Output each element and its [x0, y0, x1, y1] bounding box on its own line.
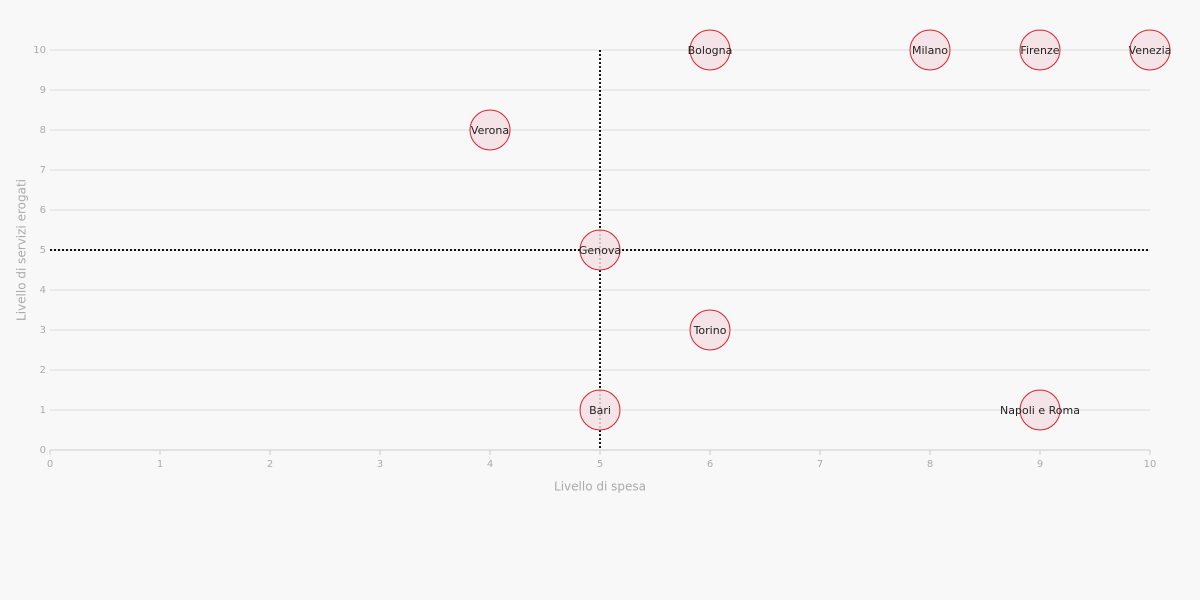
point-label: Bologna — [688, 44, 733, 57]
point — [1019, 389, 1061, 431]
y-tick-label: 5 — [40, 245, 46, 256]
point-label: Bari — [589, 404, 611, 417]
y-tick-label: 8 — [40, 125, 46, 136]
x-tick-label: 5 — [597, 459, 603, 470]
point — [1019, 29, 1061, 71]
y-tick-label: 7 — [40, 165, 46, 176]
y-tick-label: 9 — [40, 85, 46, 96]
point-label: Venezia — [1129, 44, 1172, 57]
y-tick-label: 2 — [40, 365, 46, 376]
point-label: Verona — [471, 124, 509, 137]
point — [689, 29, 731, 71]
x-tick-label: 1 — [157, 459, 163, 470]
point-label: Milano — [912, 44, 948, 57]
y-tick-label: 1 — [40, 405, 46, 416]
y-tick-label: 6 — [40, 205, 46, 216]
point — [469, 109, 511, 151]
y-tick-label: 4 — [40, 285, 46, 296]
point — [909, 29, 951, 71]
point-label: Firenze — [1020, 44, 1059, 57]
point — [689, 309, 731, 351]
point-label: Genova — [579, 244, 621, 257]
x-tick-label: 7 — [817, 459, 823, 470]
point — [579, 389, 621, 431]
y-tick-label: 10 — [33, 45, 46, 56]
point-label: Torino — [693, 324, 727, 337]
point — [1129, 29, 1171, 71]
x-tick-label: 9 — [1037, 459, 1043, 470]
x-tick-label: 10 — [1144, 459, 1157, 470]
x-tick-label: 0 — [47, 459, 53, 470]
x-tick-label: 8 — [927, 459, 933, 470]
y-tick-label: 3 — [40, 325, 46, 336]
x-axis-title: Livello di spesa — [554, 480, 646, 494]
point-label: Napoli e Roma — [1000, 404, 1080, 417]
x-tick-label: 3 — [377, 459, 383, 470]
x-tick-label: 2 — [267, 459, 273, 470]
x-tick-label: 4 — [487, 459, 493, 470]
y-axis-title: Livello di servizi erogati — [15, 179, 29, 321]
x-tick-label: 6 — [707, 459, 713, 470]
point — [579, 229, 621, 271]
y-tick-label: 0 — [40, 445, 46, 456]
